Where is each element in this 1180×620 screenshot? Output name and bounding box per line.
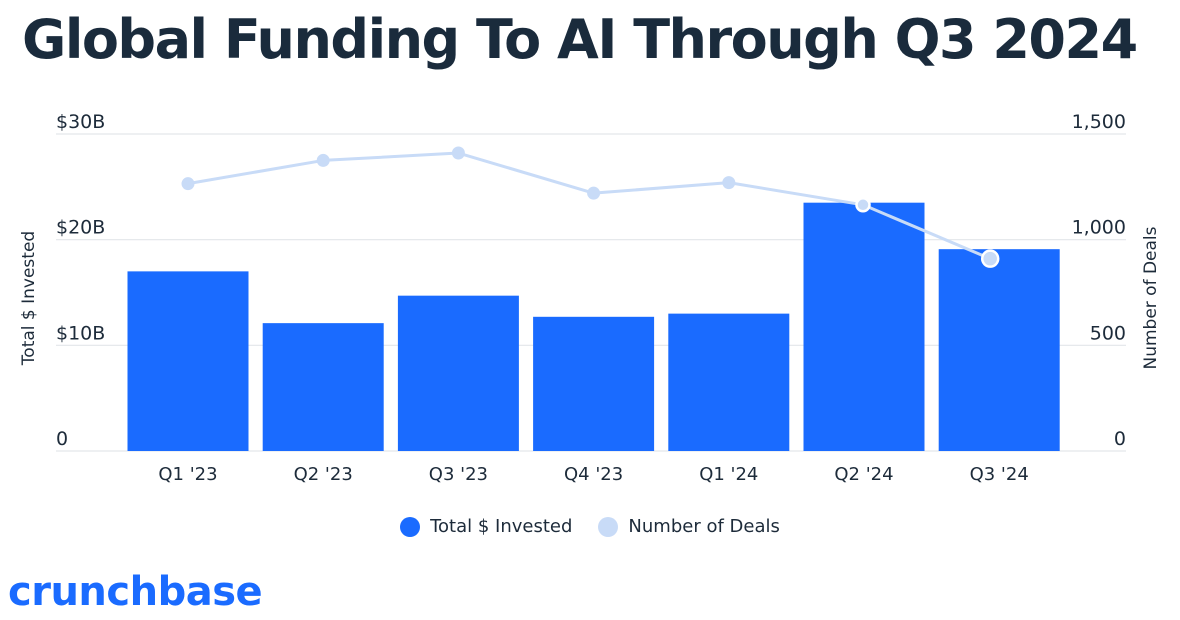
- crunchbase-logo: crunchbase: [8, 569, 263, 615]
- bar: [127, 271, 249, 451]
- legend-swatch-deals: [598, 516, 619, 537]
- y-tick-label: $30B: [56, 111, 105, 133]
- deals-point: [316, 153, 330, 167]
- x-tick-label: Q3 '23: [429, 464, 488, 485]
- right-axis-ticks: 0 500 1,000 1,500: [1072, 111, 1126, 450]
- legend-swatch-invested: [400, 516, 421, 537]
- y2-tick-label: 1,000: [1072, 217, 1126, 239]
- deals-point: [855, 197, 871, 213]
- bar-series: [127, 202, 1060, 451]
- x-tick-label: Q2 '23: [294, 464, 353, 485]
- line-series: [181, 146, 1000, 268]
- y2-tick-label: 0: [1114, 428, 1126, 450]
- y-tick-label: 0: [56, 428, 68, 450]
- legend-label-deals: Number of Deals: [628, 516, 780, 537]
- y-tick-label: $20B: [56, 217, 105, 239]
- x-tick-label: Q2 '24: [834, 464, 893, 485]
- legend-item-invested[interactable]: Total $ Invested: [400, 516, 572, 537]
- left-axis-ticks: 0 $10B $20B $30B: [56, 111, 105, 450]
- deals-point: [722, 176, 736, 190]
- y2-axis-label: Number of Deals: [1141, 226, 1161, 369]
- y2-tick-label: 1,500: [1072, 111, 1126, 133]
- x-tick-label: Q1 '23: [158, 464, 217, 485]
- chart-area: 0 $10B $20B $30B 0 500 1,000 1,500 Q1 '23 Q2 '2…: [19, 111, 1161, 485]
- legend-item-deals[interactable]: Number of Deals: [598, 516, 780, 537]
- legend-label-invested: Total $ Invested: [430, 516, 573, 537]
- x-axis-ticks: Q1 '23 Q2 '23 Q3 '23 Q4 '23 Q1 '24 Q2 '24 Q3 '…: [158, 464, 1028, 485]
- bar: [938, 249, 1060, 451]
- bar: [397, 295, 519, 451]
- y2-tick-label: 500: [1090, 322, 1126, 344]
- chart-title: Global Funding To AI Through Q3 2024: [22, 8, 1138, 71]
- deals-point: [181, 177, 195, 191]
- x-tick-label: Q4 '23: [564, 464, 623, 485]
- y-tick-label: $10B: [56, 322, 105, 344]
- bar: [668, 313, 790, 451]
- bar: [262, 323, 384, 451]
- deals-point: [587, 186, 601, 200]
- x-tick-label: Q3 '24: [970, 464, 1029, 485]
- deals-point: [980, 249, 1000, 268]
- x-tick-label: Q1 '24: [699, 464, 758, 485]
- deals-point: [451, 146, 465, 160]
- bar: [533, 316, 655, 451]
- y-axis-label: Total $ Invested: [19, 231, 39, 366]
- bar: [803, 202, 925, 451]
- legend: Total $ Invested Number of Deals: [0, 516, 1180, 537]
